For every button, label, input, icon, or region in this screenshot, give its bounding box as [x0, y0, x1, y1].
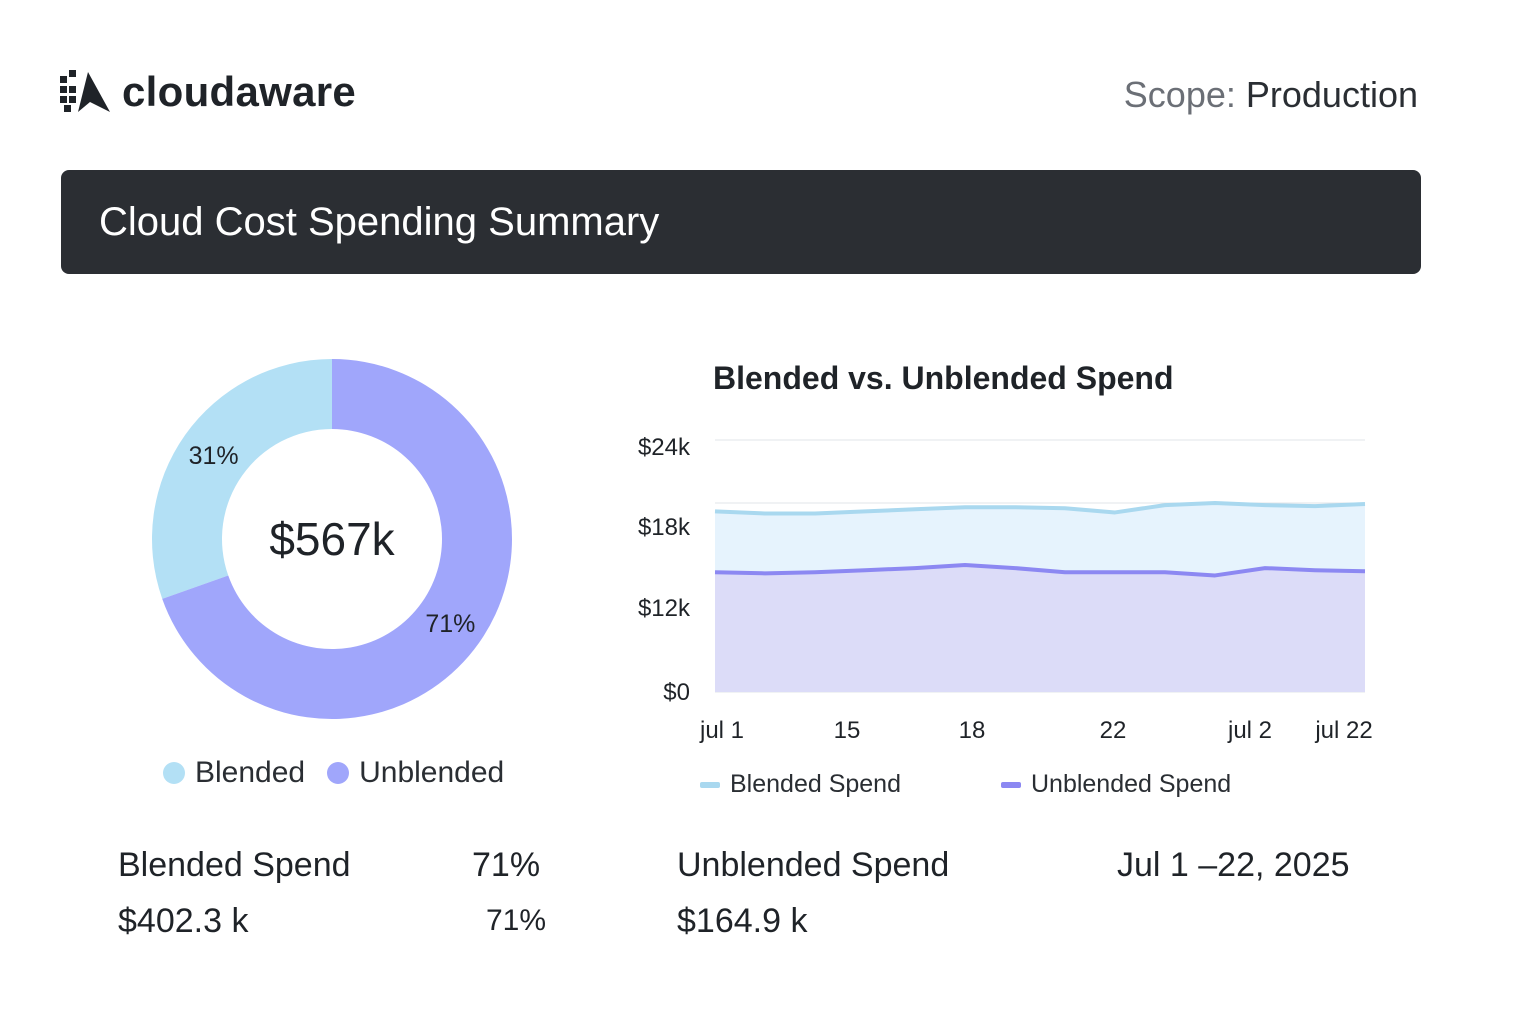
legend-swatch-blended-spend: [700, 781, 720, 788]
area-chart: $0 $12k $18k $24k jul 1 15 18 22 jul 2 jul 22: [638, 434, 1373, 744]
brand-name: cloudaware: [122, 68, 357, 115]
donut-slice-unblended[interactable]: [162, 359, 512, 719]
y-tick-label: $18k: [638, 514, 691, 541]
unblended-spend-label: Unblended Spend: [677, 846, 950, 884]
unblended-spend-value: $164.9 k: [677, 902, 808, 940]
donut-label-blended: 31%: [189, 442, 239, 470]
x-tick-label: 15: [834, 717, 861, 744]
donut-slice-blended[interactable]: [152, 359, 332, 599]
x-tick-label: 22: [1100, 717, 1127, 744]
blended-spend-value: $402.3 k: [118, 902, 249, 940]
x-tick-label: jul 22: [1314, 717, 1372, 744]
y-tick-label: $24k: [638, 434, 691, 461]
legend-label-unblended-spend: Unblended Spend: [1030, 770, 1232, 798]
y-tick-label: $12k: [638, 595, 691, 622]
blended-spend-label: Blended Spend: [118, 846, 351, 884]
donut-center-total: $567k: [269, 513, 395, 565]
legend-dot-blended: [163, 762, 185, 784]
brand: cloudaware: [60, 68, 356, 116]
line-chart-title: Blended vs. Unblended Spend: [713, 360, 1174, 396]
cloudaware-logo-icon: [60, 70, 110, 112]
legend-dot-unblended: [327, 762, 350, 784]
area-chart-legend: Blended Spend Unblended Spend: [700, 770, 1331, 799]
legend-item-blended[interactable]: Blended: [163, 756, 305, 790]
x-tick-label: jul 2: [1227, 717, 1272, 744]
summary-banner: Cloud Cost Spending Summary: [61, 170, 1421, 274]
x-tick-label: jul 1: [699, 717, 744, 744]
donut-label-unblended: 71%: [425, 610, 475, 638]
x-tick-label: 18: [959, 717, 986, 744]
area-unblended-spend: [715, 564, 1365, 692]
donut-chart-svg: 31% 71% $567k: [152, 359, 512, 719]
page-title: Cloud Cost Spending Summary: [99, 199, 660, 244]
blended-spend-percent: 71%: [472, 846, 541, 884]
legend-swatch-unblended-spend: [1000, 781, 1021, 788]
legend-item-unblended-spend[interactable]: Unblended Spend: [1000, 770, 1232, 799]
legend-label-blended-spend: Blended Spend: [730, 770, 901, 798]
scope-selector[interactable]: Scope: Production: [1124, 74, 1418, 116]
y-tick-label: $0: [663, 679, 690, 706]
series-line-blended-spend[interactable]: [714, 501, 1366, 516]
donut-legend: Blended Unblended: [163, 756, 504, 790]
blended-spend-value-percent: 71%: [486, 904, 547, 937]
scope-label: Scope:: [1123, 74, 1236, 115]
legend-label-unblended: Unblended: [359, 756, 505, 789]
legend-item-unblended[interactable]: Unblended: [327, 756, 504, 790]
scope-value: Production: [1245, 74, 1418, 115]
legend-item-blended-spend[interactable]: Blended Spend: [700, 770, 901, 799]
series-line-unblended-spend[interactable]: [714, 562, 1366, 578]
donut-chart: 31% 71% $567k: [150, 355, 515, 725]
legend-label-blended: Blended: [195, 756, 306, 789]
date-range: Jul 1 –22, 2025: [1117, 846, 1350, 884]
